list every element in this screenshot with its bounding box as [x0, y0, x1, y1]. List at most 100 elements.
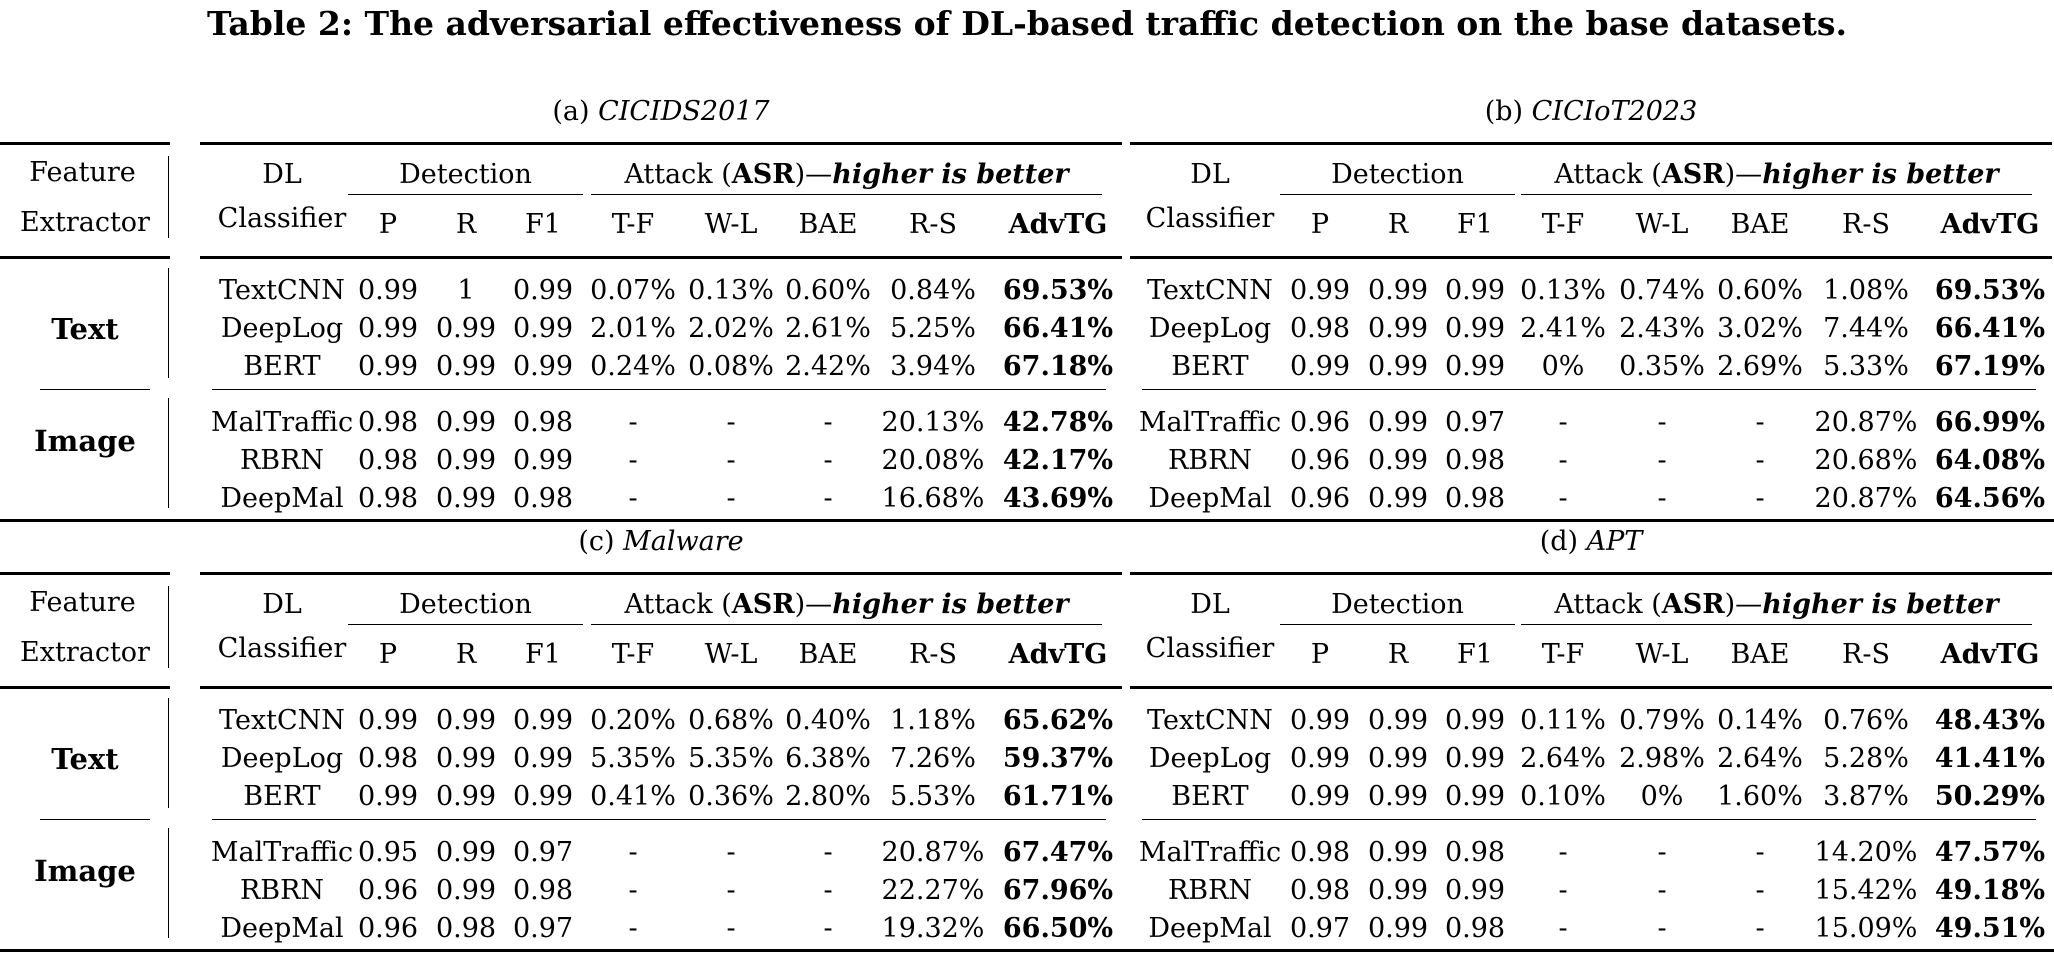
header-attack: Attack (ASR)—higher is better	[591, 586, 1102, 624]
table-cell: 20.87%	[881, 837, 985, 868]
table-cell: 0.35%	[1619, 351, 1705, 382]
left-header-rule	[0, 686, 170, 689]
table-cell: 0.99	[435, 483, 497, 514]
attack-asr: ASR	[1661, 589, 1725, 620]
table-cell: 69.53%	[1002, 275, 1114, 306]
col-header-p: P	[1310, 639, 1330, 670]
table-cell: 0.96	[1289, 445, 1351, 476]
table-caption: Table 2: The adversarial effectiveness o…	[207, 4, 1847, 43]
left-image-divider	[168, 828, 169, 938]
table-cell: -	[726, 445, 736, 476]
classifier-name: TextCNN	[1147, 275, 1273, 306]
table-cell: 0.99	[1444, 705, 1506, 736]
panel-caption: (d) APT	[1130, 522, 2052, 562]
table-cell: 0.20%	[590, 705, 676, 736]
header-attack: Attack (ASR)—higher is better	[1521, 586, 2032, 624]
table-cell: 2.02%	[688, 313, 774, 344]
table-cell: 0.99	[512, 275, 574, 306]
col-header-t-f: T-F	[611, 209, 655, 240]
table-cell: 0.98	[1289, 875, 1351, 906]
table-cell: 0.99	[1444, 743, 1506, 774]
table-cell: -	[1657, 913, 1667, 944]
table-cell: 5.25%	[890, 313, 976, 344]
table-cell: 20.13%	[881, 407, 985, 438]
table-cell: -	[726, 837, 736, 868]
table-cell: -	[1558, 913, 1568, 944]
left-text-divider	[168, 268, 169, 378]
table-cell: 15.42%	[1814, 875, 1918, 906]
table-cell: 67.19%	[1934, 351, 2046, 382]
panel-caption: (c) Malware	[200, 522, 1122, 562]
top-rule	[1130, 572, 2052, 575]
table-cell: -	[1558, 875, 1568, 906]
attack-prefix: Attack (	[1554, 159, 1662, 190]
classifier-name: DeepLog	[220, 313, 344, 344]
col-header-t-f: T-F	[1541, 639, 1585, 670]
attack-mid: )—	[794, 589, 833, 620]
group-text: Text	[51, 742, 119, 776]
top-rule	[200, 572, 1122, 575]
classifier-name: BERT	[243, 351, 321, 382]
col-header-p: P	[1310, 209, 1330, 240]
table-cell: -	[628, 875, 638, 906]
table-cell: 0.98	[512, 407, 574, 438]
table-cell: -	[726, 407, 736, 438]
table-cell: -	[823, 445, 833, 476]
table-cell: -	[726, 875, 736, 906]
table-cell: 50.29%	[1934, 781, 2046, 812]
table-cell: 2.61%	[785, 313, 871, 344]
table-cell: 0.99	[512, 781, 574, 812]
group-rule	[212, 819, 1106, 820]
table-cell: 20.68%	[1814, 445, 1918, 476]
table-cell: 0.99	[357, 781, 419, 812]
table-cell: 3.87%	[1823, 781, 1909, 812]
panel-dataset: CICIDS2017	[598, 96, 770, 127]
table-cell: -	[1558, 837, 1568, 868]
classifier-name: TextCNN	[1147, 705, 1273, 736]
table-cell: 0.97	[1444, 407, 1506, 438]
table-cell: 20.87%	[1814, 407, 1918, 438]
table-cell: 65.62%	[1002, 705, 1114, 736]
table-cell: 0.10%	[1520, 781, 1606, 812]
table-cell: 66.41%	[1002, 313, 1114, 344]
table-cell: 0.98	[1444, 483, 1506, 514]
col-header-r: R	[1387, 209, 1409, 240]
table-cell: 0.99	[357, 705, 419, 736]
col-header-r: R	[455, 639, 477, 670]
table-cell: 66.50%	[1002, 913, 1114, 944]
table-cell: 0.13%	[1520, 275, 1606, 306]
classifier-name: DeepLog	[1148, 313, 1272, 344]
table-cell: -	[1558, 407, 1568, 438]
attack-asr: ASR	[1661, 159, 1725, 190]
group-text: Text	[51, 312, 119, 346]
header-attack: Attack (ASR)—higher is better	[1521, 156, 2032, 194]
table-cell: -	[1657, 483, 1667, 514]
col-header-bae: BAE	[798, 209, 858, 240]
table-cell: 0.98	[357, 445, 419, 476]
table-cell: 5.53%	[890, 781, 976, 812]
classifier-name: DeepLog	[220, 743, 344, 774]
table-cell: 42.78%	[1002, 407, 1114, 438]
table-cell: 0.99	[1367, 407, 1429, 438]
table-cell: -	[628, 913, 638, 944]
attack-prefix: Attack (	[624, 159, 732, 190]
col-header-r-s: R-S	[1842, 209, 1890, 240]
header-rule	[1130, 686, 2052, 689]
header-dl: DL	[1190, 159, 1230, 190]
col-header-w-l: W-L	[1635, 639, 1689, 670]
table-cell: 61.71%	[1002, 781, 1114, 812]
table-cell: 0.84%	[890, 275, 976, 306]
table-cell: 3.94%	[890, 351, 976, 382]
table-cell: 67.18%	[1002, 351, 1114, 382]
table-cell: 0.96	[1289, 407, 1351, 438]
panel-dataset: APT	[1586, 526, 1643, 557]
classifier-name: DeepLog	[1148, 743, 1272, 774]
panel-caption: (a) CICIDS2017	[200, 92, 1122, 132]
table-cell: 7.44%	[1823, 313, 1909, 344]
table-cell: 0.99	[435, 445, 497, 476]
table-cell: 0.07%	[590, 275, 676, 306]
table-cell: 64.56%	[1934, 483, 2046, 514]
bottom-rule	[200, 949, 1122, 952]
col-header-r-s: R-S	[909, 639, 957, 670]
table-cell: 0.98	[512, 483, 574, 514]
